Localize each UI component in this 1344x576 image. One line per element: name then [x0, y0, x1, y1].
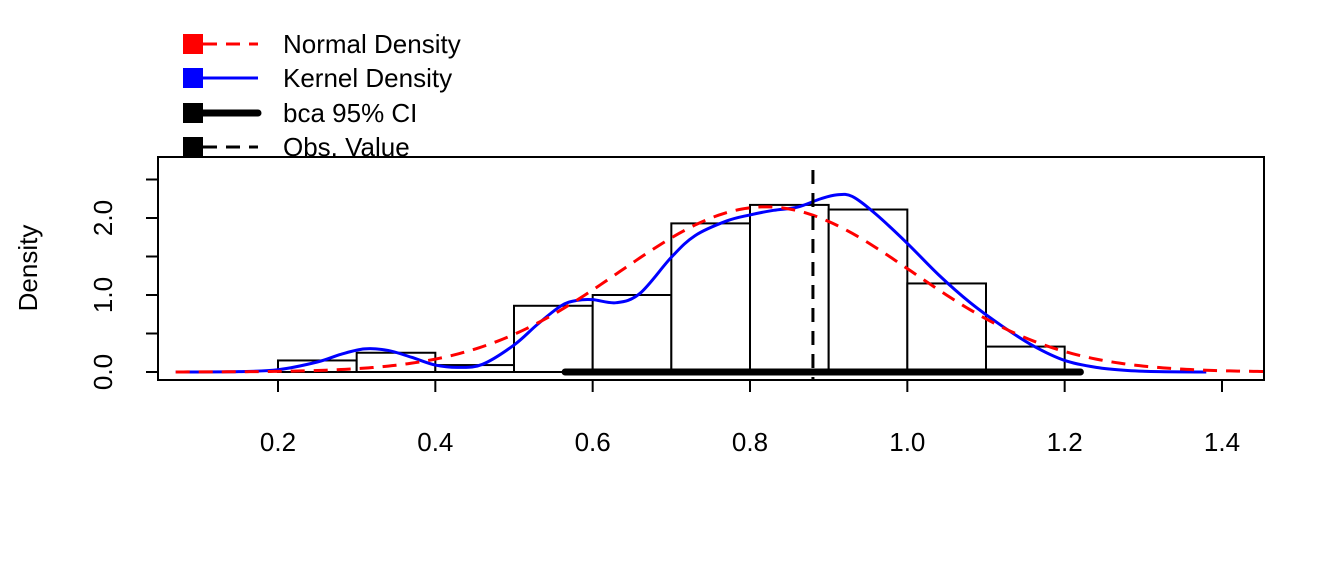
x-tick-label-6: 1.2 [1047, 427, 1083, 457]
x-tick-label-7: 1.4 [1204, 427, 1240, 457]
x-tick-label-5: 1.0 [889, 427, 925, 457]
histogram-bar-4 [513, 304, 594, 373]
x-tick-label-1: 0.2 [260, 427, 296, 457]
histogram-bar-5 [591, 294, 673, 373]
histogram-bar-6 [670, 222, 751, 373]
y-axis: 0.0 1.0 2.0 [88, 178, 159, 390]
legend-label-kernel: Kernel Density [283, 63, 452, 93]
y-tick-label-1: 0.0 [88, 354, 118, 390]
y-tick-label-3: 1.0 [88, 277, 118, 313]
normal-density-line [175, 205, 1264, 374]
histogram-bar-9 [906, 282, 987, 374]
x-tick-label-3: 0.6 [575, 427, 611, 457]
y-axis-label: Density [13, 225, 43, 312]
histogram-bar-8 [827, 208, 909, 373]
legend-swatch-normal [183, 34, 203, 54]
histogram-bar-10 [985, 345, 1066, 373]
x-axis: 0.2 0.4 0.6 0.8 1.0 1.2 1.4 [260, 379, 1240, 457]
histogram-bar-7 [749, 203, 830, 373]
x-tick-label-2: 0.4 [417, 427, 453, 457]
legend-swatch-kernel [183, 68, 203, 88]
kernel-density-line [175, 192, 1207, 374]
density-curves [175, 192, 1264, 374]
legend-label-observed: Obs. Value [283, 132, 410, 162]
legend-label-ci: bca 95% CI [283, 98, 417, 128]
legend-swatch-observed [183, 137, 203, 157]
y-tick-label-5: 2.0 [88, 200, 118, 236]
legend: Normal Density Kernel Density bca 95% CI Ob… [183, 29, 461, 162]
histogram-bars [277, 203, 1066, 374]
legend-swatch-ci [183, 103, 203, 123]
x-tick-label-4: 0.8 [732, 427, 768, 457]
legend-label-normal: Normal Density [283, 29, 461, 59]
